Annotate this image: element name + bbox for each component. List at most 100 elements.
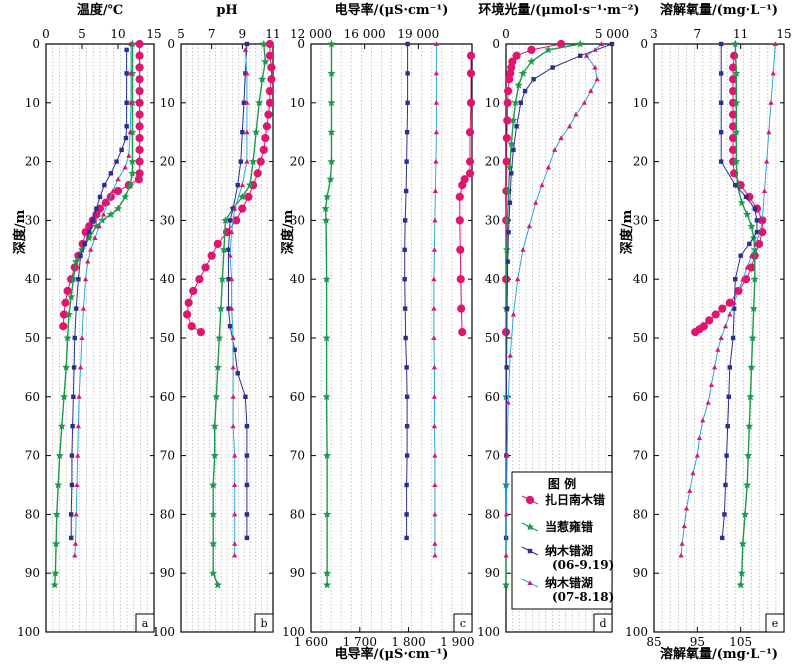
data-point (711, 310, 720, 319)
data-point (322, 333, 331, 342)
data-point (743, 194, 749, 200)
data-point (722, 323, 729, 329)
top-axis-title: 电导率/(μS·cm⁻¹) (335, 2, 449, 18)
series-3 (503, 41, 604, 558)
y-tick-label: 90 (25, 566, 40, 580)
data-point (92, 210, 101, 219)
data-point (215, 333, 224, 342)
data-point (581, 100, 588, 105)
data-point (209, 539, 218, 548)
y-tick-label: 60 (160, 390, 175, 404)
data-point (737, 569, 746, 577)
data-point (510, 311, 517, 317)
data-point (594, 76, 600, 82)
data-point (135, 122, 144, 131)
data-point (128, 100, 134, 105)
data-point (265, 86, 275, 96)
series-line (505, 43, 613, 538)
data-point (323, 510, 332, 518)
y-tick-label: 20 (633, 155, 648, 169)
top-axis-title: pH (216, 3, 237, 18)
data-point (609, 41, 615, 47)
data-point (505, 259, 510, 264)
data-point (744, 451, 753, 459)
panel-label-box (593, 613, 613, 633)
data-point (189, 286, 198, 296)
data-point (232, 541, 238, 546)
y-tick-label: 30 (25, 213, 40, 227)
data-point (718, 335, 724, 340)
data-point (244, 70, 250, 76)
y-tick-label: 70 (290, 449, 305, 463)
data-point (718, 304, 727, 313)
data-point (405, 71, 410, 76)
data-point (121, 192, 130, 201)
top-x-tick-label: 12 000 (290, 27, 332, 41)
data-point (74, 482, 80, 487)
data-point (511, 98, 520, 107)
data-point (327, 39, 336, 48)
data-point (227, 218, 233, 223)
data-point (504, 86, 513, 96)
series-line (433, 44, 437, 556)
y-tick-label: 90 (633, 566, 648, 580)
data-point (183, 310, 192, 319)
data-point (514, 124, 519, 129)
data-point (598, 41, 604, 46)
data-point (507, 200, 513, 205)
y-tick-label: 10 (485, 96, 500, 110)
data-point (456, 245, 465, 254)
y-tick-label: 30 (290, 213, 305, 227)
y-tick-label: 50 (633, 331, 648, 345)
data-point (88, 247, 94, 252)
data-point (746, 392, 755, 401)
data-point (507, 139, 516, 148)
y-tick-label: 100 (152, 625, 175, 639)
data-point (705, 399, 711, 405)
data-point (127, 129, 133, 135)
data-point (404, 482, 409, 488)
data-point (119, 147, 124, 153)
data-point (573, 111, 579, 117)
data-point (239, 182, 245, 188)
data-point (232, 511, 238, 517)
data-point (85, 258, 91, 264)
data-point (432, 482, 438, 487)
data-point (770, 70, 776, 76)
top-axis-title: 溶解氧量/(mg·L⁻¹) (660, 2, 778, 18)
series-line (694, 55, 763, 333)
legend-marker (526, 522, 534, 531)
top-x-tick-label: 10 (110, 27, 125, 41)
data-point (73, 511, 79, 517)
data-point (265, 98, 275, 107)
bottom-axis-title: 溶解氧量/(mg·L⁻¹) (660, 646, 778, 662)
y-tick-label: 20 (160, 155, 175, 169)
data-point (187, 322, 196, 331)
data-point (327, 157, 336, 165)
data-point (230, 423, 236, 429)
data-point (718, 100, 724, 105)
data-point (690, 470, 696, 476)
y-tick-label: 90 (290, 566, 305, 580)
data-point (232, 216, 241, 225)
data-point (227, 252, 233, 258)
bottom-x-tick-label: 1 600 (294, 635, 328, 649)
data-point (404, 394, 410, 399)
data-point (404, 365, 409, 370)
y-tick-label: 30 (633, 213, 648, 227)
data-point (466, 98, 476, 107)
data-point (526, 223, 532, 229)
y-tick-label: 60 (25, 390, 40, 404)
data-point (404, 512, 409, 517)
data-point (503, 552, 509, 558)
data-point (681, 523, 687, 529)
top-x-tick-label: 5 (78, 27, 86, 41)
data-point (539, 182, 545, 188)
data-point (731, 299, 737, 305)
y-tick-label: 100 (17, 625, 40, 639)
y-tick-label: 20 (25, 155, 40, 169)
data-point (404, 535, 409, 541)
data-point (552, 147, 558, 152)
